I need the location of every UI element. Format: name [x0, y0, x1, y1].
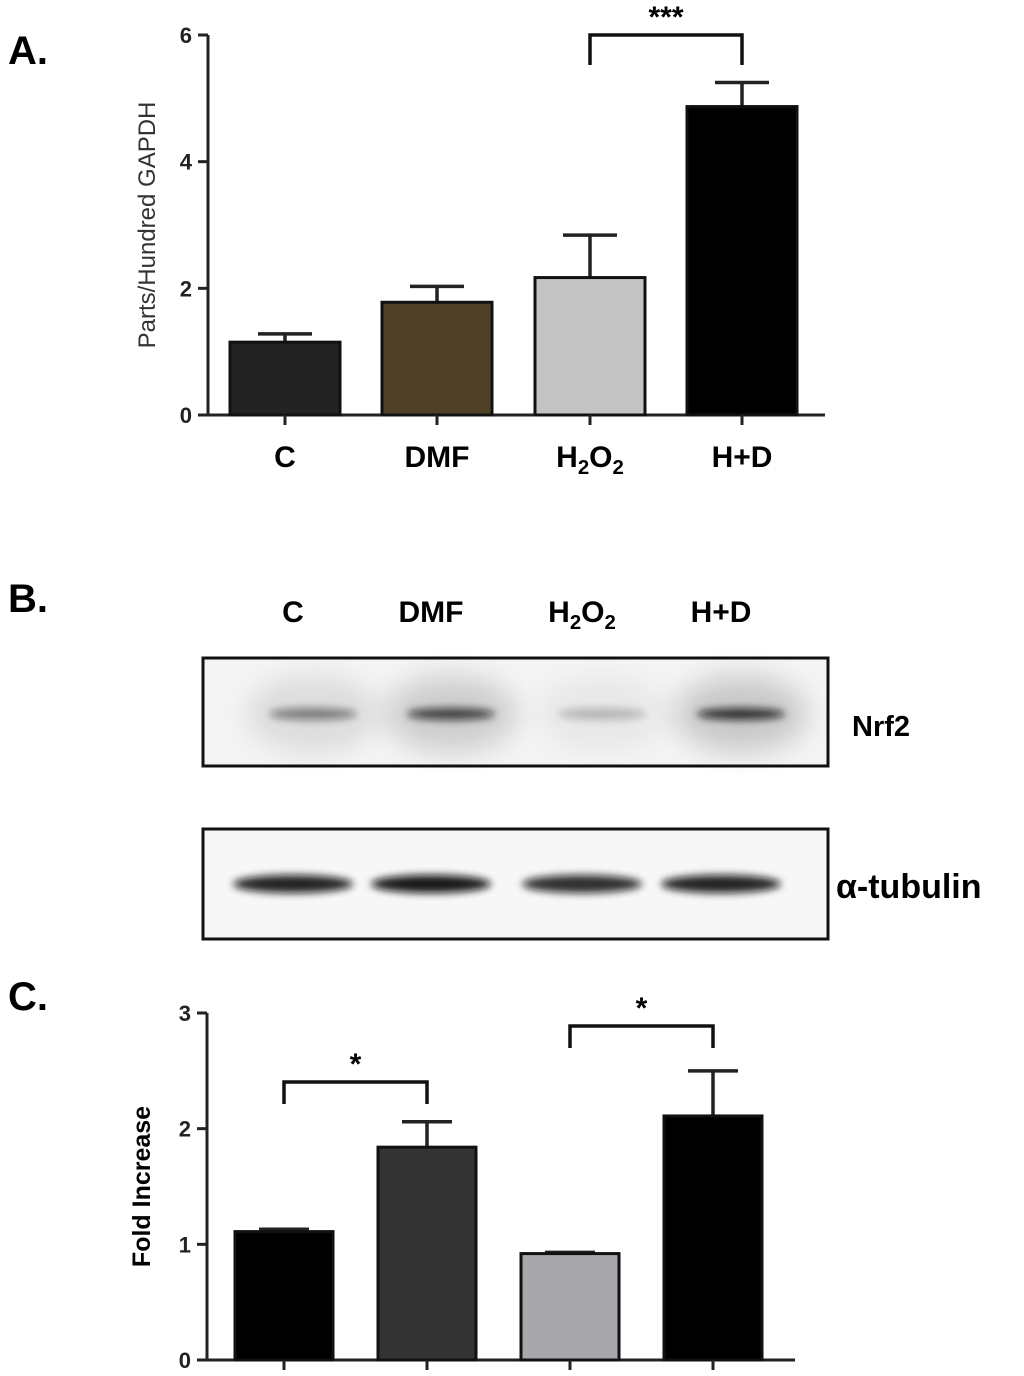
tubulin-bands: [233, 875, 781, 893]
chart-a-bar: [228, 340, 342, 417]
chart-c-y-tick-label: 0: [179, 1348, 191, 1373]
chart-a-category-label: H+D: [712, 441, 773, 474]
panel-b-letter: B.: [8, 577, 48, 621]
chart-c-y-axis-title: Fold Increase: [128, 1106, 156, 1267]
chart-c-significance-label: *: [350, 1048, 362, 1081]
chart-a-y-tick-label: 6: [180, 23, 192, 48]
blot-label-nrf2: Nrf2: [852, 711, 910, 743]
blot-band: [371, 875, 491, 893]
chart-a: 0 2 4 6 Parts/Hundred GAPDH C DMF H2O2 H+D ***: [134, 1, 825, 479]
blot-band: [233, 875, 353, 893]
blot-band: [269, 708, 357, 720]
chart-c-significance-bracket: [282, 1080, 429, 1104]
chart-c-bar: [662, 1114, 764, 1362]
chart-c-significance-label: *: [636, 992, 648, 1025]
chart-a-y-axis-title: Parts/Hundred GAPDH: [134, 102, 161, 349]
chart-a-y-tick-label: 2: [180, 276, 192, 301]
chart-a-y-tick-label: 4: [180, 150, 193, 175]
chart-c-bar: [233, 1230, 335, 1362]
chart-a-category-label: C: [274, 441, 296, 474]
chart-a-bar: [533, 276, 647, 417]
panel-a-letter: A.: [8, 29, 48, 73]
chart-a-category-label: DMF: [405, 441, 470, 474]
blot-band: [522, 875, 642, 893]
blot-lane-label: DMF: [399, 596, 464, 629]
chart-a-y-tick-label: 0: [180, 403, 192, 428]
chart-c-significance-bracket: [568, 1024, 715, 1048]
blot-band: [697, 708, 785, 720]
chart-a-bar: [685, 105, 799, 417]
chart-c-y-tick-label: 3: [179, 1001, 191, 1026]
chart-a-significance-bracket: [588, 33, 744, 65]
blot-band: [661, 875, 781, 893]
chart-a-significance-label: ***: [648, 1, 683, 34]
blot-strip-nrf2: [201, 656, 830, 768]
blot-lane-labels: C DMF H2O2 H+D: [282, 596, 751, 634]
blot-label-tubulin: α-tubulin: [836, 868, 982, 906]
chart-c-bar: [376, 1145, 478, 1362]
chart-a-bar: [380, 300, 494, 417]
western-blot: C DMF H2O2 H+D Nrf2 α-tubulin: [201, 596, 982, 941]
chart-c-bar: [519, 1252, 621, 1362]
blot-lane-label: H+D: [691, 596, 752, 629]
panel-c-letter: C.: [8, 975, 48, 1019]
chart-c-y-tick-label: 1: [179, 1232, 191, 1257]
blot-strip-tubulin: [201, 827, 830, 941]
chart-c: 0 1 2 3 Fold Increase * *: [128, 992, 795, 1373]
blot-band: [558, 708, 646, 720]
chart-a-category-label: H2O2: [556, 441, 624, 479]
blot-lane-label: H2O2: [548, 596, 616, 634]
blot-band: [407, 708, 495, 720]
blot-lane-label: C: [282, 596, 304, 629]
nrf2-bands: [247, 676, 807, 752]
chart-c-y-tick-label: 2: [179, 1117, 191, 1142]
